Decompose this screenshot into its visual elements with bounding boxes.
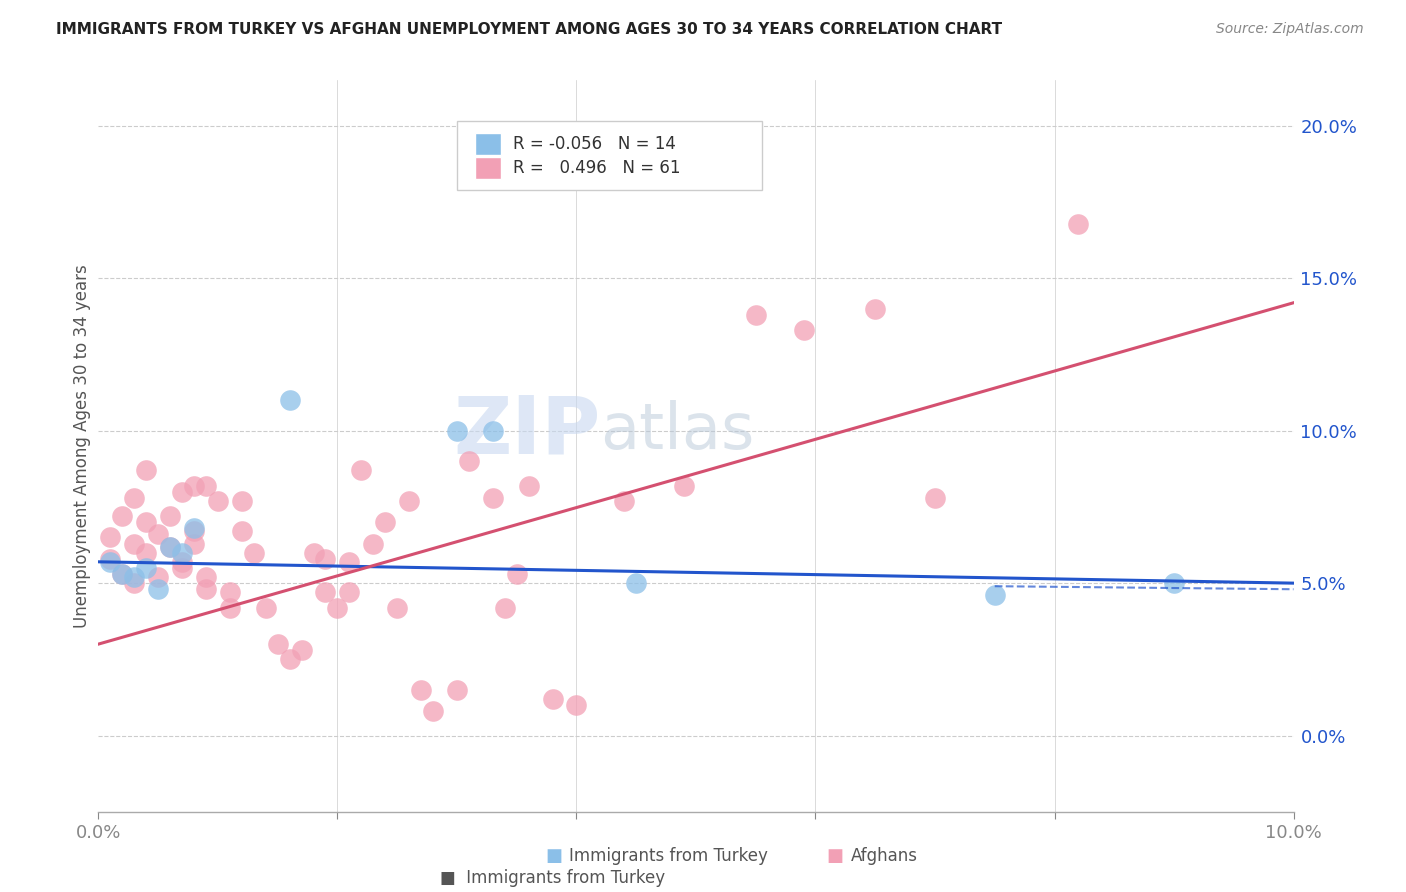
Point — [315, 551, 337, 566]
Point — [231, 493, 253, 508]
Point — [422, 704, 444, 718]
Point — [267, 637, 290, 651]
Point — [1163, 576, 1185, 591]
Point — [745, 308, 768, 322]
Point — [98, 555, 122, 569]
Point — [613, 493, 636, 508]
Point — [172, 555, 194, 569]
Point — [148, 570, 170, 584]
Text: ZIP: ZIP — [453, 392, 600, 470]
Point — [517, 478, 540, 492]
Point — [374, 515, 396, 529]
Text: Source: ZipAtlas.com: Source: ZipAtlas.com — [1216, 22, 1364, 37]
Point — [541, 692, 564, 706]
Point — [278, 652, 301, 666]
Point — [291, 643, 314, 657]
Point — [446, 424, 468, 438]
Point — [398, 493, 420, 508]
Point — [98, 530, 122, 544]
Point — [506, 567, 529, 582]
Point — [626, 576, 648, 591]
Point — [135, 515, 157, 529]
Point — [385, 600, 409, 615]
Point — [135, 546, 157, 560]
Point — [243, 546, 266, 560]
Point — [98, 551, 122, 566]
Point — [363, 536, 385, 550]
Point — [984, 588, 1007, 602]
Point — [159, 509, 181, 524]
Point — [148, 527, 170, 541]
Point — [278, 393, 301, 408]
Point — [195, 570, 218, 584]
Point — [195, 478, 218, 492]
Point — [793, 323, 815, 337]
Point — [159, 540, 181, 554]
Point — [350, 463, 373, 477]
Point — [183, 521, 205, 535]
Point — [219, 585, 242, 599]
Text: Immigrants from Turkey: Immigrants from Turkey — [569, 847, 768, 865]
Point — [302, 546, 325, 560]
Point — [159, 540, 181, 554]
Text: ■  Immigrants from Turkey: ■ Immigrants from Turkey — [440, 869, 665, 887]
Bar — [475, 157, 501, 179]
Point — [924, 491, 946, 505]
Point — [111, 567, 134, 582]
Point — [865, 301, 887, 316]
Point — [183, 536, 205, 550]
Point — [172, 561, 194, 575]
Point — [446, 682, 468, 697]
Point — [339, 585, 361, 599]
Point — [111, 509, 134, 524]
Point — [124, 491, 146, 505]
Text: Afghans: Afghans — [851, 847, 918, 865]
Point — [148, 582, 170, 597]
Point — [195, 582, 218, 597]
Text: R = -0.056   N = 14: R = -0.056 N = 14 — [513, 135, 676, 153]
Point — [172, 546, 194, 560]
Point — [494, 600, 516, 615]
Point — [135, 561, 157, 575]
Point — [411, 682, 433, 697]
Point — [183, 478, 205, 492]
Point — [183, 524, 205, 539]
Text: IMMIGRANTS FROM TURKEY VS AFGHAN UNEMPLOYMENT AMONG AGES 30 TO 34 YEARS CORRELAT: IMMIGRANTS FROM TURKEY VS AFGHAN UNEMPLO… — [56, 22, 1002, 37]
Point — [135, 463, 157, 477]
Point — [326, 600, 349, 615]
Point — [565, 698, 588, 712]
Point — [482, 491, 505, 505]
Point — [111, 567, 134, 582]
Point — [673, 478, 696, 492]
Point — [207, 493, 229, 508]
Point — [219, 600, 242, 615]
Point — [124, 536, 146, 550]
Point — [172, 484, 194, 499]
FancyBboxPatch shape — [457, 120, 762, 190]
Point — [231, 524, 253, 539]
Point — [1067, 217, 1090, 231]
Point — [124, 570, 146, 584]
Point — [458, 454, 481, 468]
Text: R =   0.496   N = 61: R = 0.496 N = 61 — [513, 159, 681, 177]
Text: atlas: atlas — [600, 401, 755, 462]
Point — [254, 600, 277, 615]
Point — [339, 555, 361, 569]
Point — [315, 585, 337, 599]
Point — [482, 424, 505, 438]
Point — [124, 576, 146, 591]
Bar — [475, 133, 501, 155]
Text: ■: ■ — [827, 847, 844, 865]
Y-axis label: Unemployment Among Ages 30 to 34 years: Unemployment Among Ages 30 to 34 years — [73, 264, 91, 628]
Text: ■: ■ — [546, 847, 562, 865]
